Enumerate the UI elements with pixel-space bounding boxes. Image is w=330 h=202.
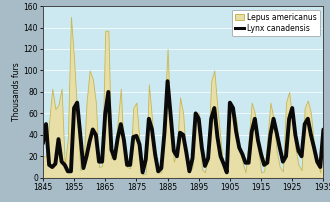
Y-axis label: Thousands furs: Thousands furs	[12, 63, 21, 121]
Legend: Lepus americanus, Lynx canadensis: Lepus americanus, Lynx canadensis	[232, 10, 319, 36]
